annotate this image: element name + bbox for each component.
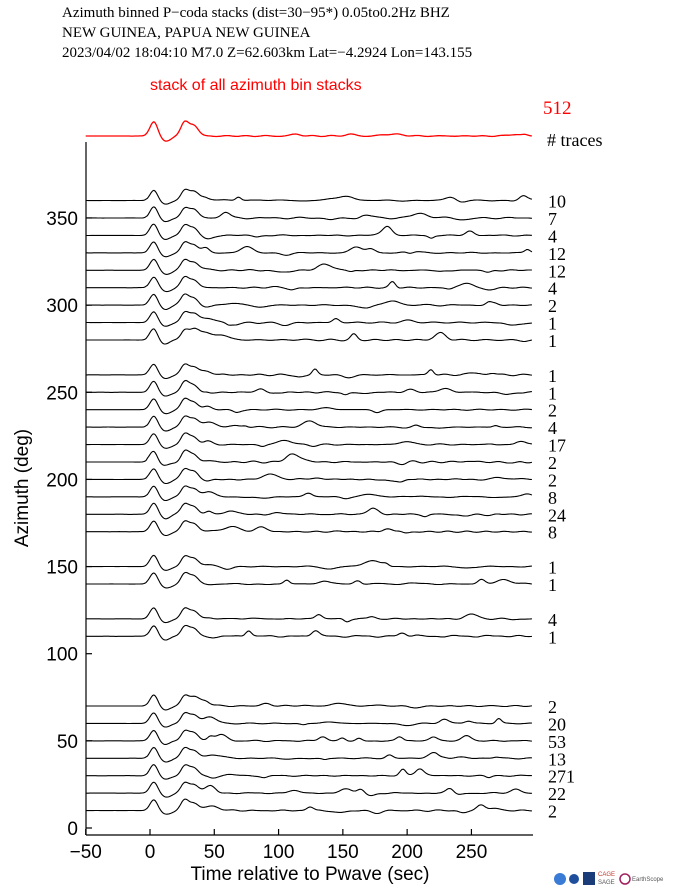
trace-count: 1	[548, 575, 557, 595]
azimuth-trace	[85, 729, 532, 745]
trace-count: 2	[548, 296, 557, 316]
trace-count: 1	[548, 314, 557, 334]
x-tick-label: −50	[70, 842, 102, 863]
azimuth-trace	[85, 624, 532, 641]
logo-earthscope-icon	[619, 873, 631, 885]
trace-count: 4	[548, 418, 557, 438]
trace-count: 4	[548, 279, 557, 299]
azimuth-trace	[85, 258, 532, 275]
azimuth-trace	[85, 293, 532, 311]
azimuth-trace	[85, 363, 532, 380]
y-tick-label: 0	[67, 819, 78, 840]
azimuth-trace	[85, 379, 532, 397]
trace-count: 4	[548, 610, 557, 630]
trace-count: 2	[548, 802, 557, 822]
trace-count: 17	[548, 436, 566, 456]
x-tick-label: 150	[327, 842, 359, 863]
x-tick-label: 250	[456, 842, 488, 863]
azimuth-trace	[85, 571, 532, 589]
logo-badge-icon	[583, 872, 595, 885]
x-tick-label: 200	[391, 842, 423, 863]
azimuth-trace	[85, 485, 533, 502]
header-line-2: NEW GUINEA, PAPUA NEW GUINEA	[62, 25, 311, 41]
trace-count: 13	[548, 749, 566, 769]
azimuth-trace	[85, 241, 533, 258]
trace-count: 271	[548, 767, 575, 787]
trace-count: 10	[548, 192, 566, 212]
azimuth-trace	[85, 763, 532, 780]
azimuth-trace	[85, 467, 532, 485]
logo-cage-text: CAGE	[598, 872, 615, 878]
trace-count: 22	[548, 784, 566, 804]
azimuth-trace	[85, 554, 532, 571]
azimuth-trace	[85, 694, 532, 711]
azimuth-trace	[85, 415, 532, 432]
x-axis-label: Time relative to Pwave (sec)	[191, 864, 430, 885]
azimuth-trace	[85, 397, 532, 415]
trace-count: 2	[548, 453, 557, 473]
azimuth-trace	[85, 607, 532, 624]
stack-trace-group	[85, 120, 532, 142]
y-tick-label: 50	[57, 732, 78, 753]
trace-count: 2	[548, 470, 557, 490]
trace-count: 12	[548, 261, 566, 281]
y-axis: 0 50 100 150 200 250 300 350	[46, 209, 92, 840]
azimuth-trace	[85, 310, 532, 327]
y-tick-label: 250	[46, 383, 78, 404]
azimuth-trace	[85, 781, 532, 798]
x-axis: −50 0 50 100 150 200 250	[70, 829, 488, 863]
trace-count: 1	[548, 383, 557, 403]
azimuth-trace	[85, 711, 532, 728]
logo-sage-text: SAGE	[598, 880, 615, 886]
y-axis-label: Azimuth (deg)	[12, 429, 33, 547]
trace-count: 24	[548, 505, 566, 525]
azimuth-trace	[85, 223, 532, 240]
logo-group: CAGE SAGE EarthScope	[554, 872, 664, 886]
azimuth-trace	[85, 206, 532, 223]
azimuth-trace	[85, 188, 533, 205]
x-tick-label: 50	[204, 842, 225, 863]
stack-title: stack of all azimuth bin stacks	[150, 77, 362, 94]
x-tick-label: 100	[263, 842, 295, 863]
y-tick-label: 200	[46, 470, 78, 491]
azimuth-trace	[85, 327, 533, 345]
trace-count: 4	[548, 226, 557, 246]
azimuth-trace	[85, 798, 532, 815]
y-tick-label: 300	[46, 296, 78, 317]
y-tick-label: 150	[46, 558, 78, 579]
trace-count: 12	[548, 244, 566, 264]
stack-count: 512	[543, 98, 572, 119]
trace-count: 2	[548, 401, 557, 421]
logo-nsf-icon	[569, 874, 579, 884]
trace-count: 1	[548, 627, 557, 647]
azimuth-trace	[85, 746, 532, 763]
stack-trace	[85, 120, 532, 142]
header-line-1: Azimuth binned P−coda stacks (dist=30−95…	[62, 5, 450, 21]
trace-count: 53	[548, 732, 566, 752]
azimuth-trace	[85, 502, 532, 520]
azimuth-trace	[85, 520, 532, 537]
trace-count: 7	[548, 209, 557, 229]
x-tick-label: 0	[145, 842, 156, 863]
header-line-3: 2023/04/02 18:04:10 M7.0 Z=62.603km Lat=…	[62, 45, 472, 61]
trace-counts: 1074121242111124172282481141220531327122…	[548, 192, 575, 822]
trace-count: 1	[548, 331, 557, 351]
azimuth-traces	[85, 188, 533, 815]
trace-count: 20	[548, 714, 566, 734]
trace-count: 8	[548, 488, 557, 508]
logo-earthscope-text: EarthScope	[632, 877, 664, 883]
y-tick-label: 100	[46, 645, 78, 666]
trace-count: 1	[548, 558, 557, 578]
trace-count: 1	[548, 366, 557, 386]
azimuth-trace	[85, 449, 533, 466]
trace-count: 8	[548, 523, 557, 543]
logo-globe-icon	[554, 873, 566, 885]
azimuth-trace	[85, 432, 532, 449]
trace-count: 2	[548, 697, 557, 717]
azimuth-trace	[85, 275, 532, 293]
y-tick-label: 350	[46, 209, 78, 230]
trace-count-header: # traces	[547, 130, 602, 150]
